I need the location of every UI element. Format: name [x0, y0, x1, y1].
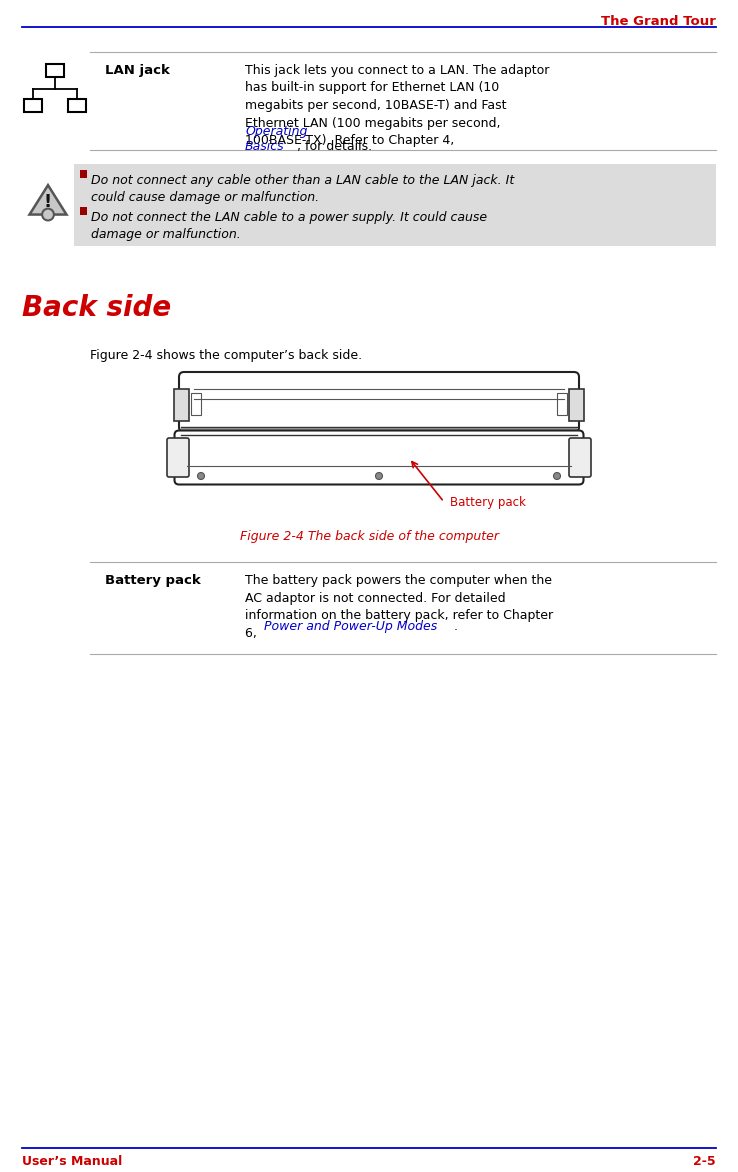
Polygon shape: [30, 185, 66, 214]
Bar: [181, 427, 577, 435]
Circle shape: [198, 472, 204, 479]
Text: Figure 2-4 The back side of the computer: Figure 2-4 The back side of the computer: [240, 530, 498, 543]
Text: The Grand Tour: The Grand Tour: [601, 15, 716, 28]
Bar: [74, 164, 716, 246]
Bar: [191, 393, 201, 415]
Text: User’s Manual: User’s Manual: [22, 1154, 123, 1168]
Text: Power and Power-Up Modes: Power and Power-Up Modes: [263, 620, 437, 633]
Text: 2-5: 2-5: [694, 1154, 716, 1168]
Text: This jack lets you connect to a LAN. The adaptor
has built-in support for Ethern: This jack lets you connect to a LAN. The…: [245, 64, 549, 146]
Text: LAN jack: LAN jack: [105, 64, 170, 77]
Circle shape: [376, 472, 382, 479]
Circle shape: [42, 209, 54, 220]
Bar: [557, 393, 567, 415]
Bar: [174, 389, 189, 421]
Text: .: .: [453, 620, 458, 633]
Bar: [68, 98, 86, 113]
Text: , for details.: , for details.: [297, 139, 372, 154]
Bar: [80, 207, 87, 214]
Bar: [24, 98, 42, 113]
Bar: [46, 64, 64, 77]
Text: Do not connect any cable other than a LAN cable to the LAN jack. It
could cause : Do not connect any cable other than a LA…: [91, 173, 514, 204]
Bar: [569, 389, 584, 421]
Text: Operating: Operating: [245, 124, 307, 138]
FancyBboxPatch shape: [569, 438, 591, 477]
Text: Battery pack: Battery pack: [105, 574, 201, 587]
Text: !: !: [44, 193, 52, 211]
Circle shape: [554, 472, 560, 479]
FancyBboxPatch shape: [174, 430, 584, 484]
Text: Do not connect the LAN cable to a power supply. It could cause
damage or malfunc: Do not connect the LAN cable to a power …: [91, 211, 487, 241]
Text: The battery pack powers the computer when the
AC adaptor is not connected. For d: The battery pack powers the computer whe…: [245, 574, 553, 640]
Bar: [80, 170, 87, 178]
Text: Battery pack: Battery pack: [450, 496, 526, 509]
Text: Figure 2-4 shows the computer’s back side.: Figure 2-4 shows the computer’s back sid…: [90, 349, 362, 362]
Text: Basics: Basics: [245, 139, 285, 154]
FancyBboxPatch shape: [167, 438, 189, 477]
Text: Back side: Back side: [22, 294, 171, 322]
FancyBboxPatch shape: [179, 372, 579, 432]
